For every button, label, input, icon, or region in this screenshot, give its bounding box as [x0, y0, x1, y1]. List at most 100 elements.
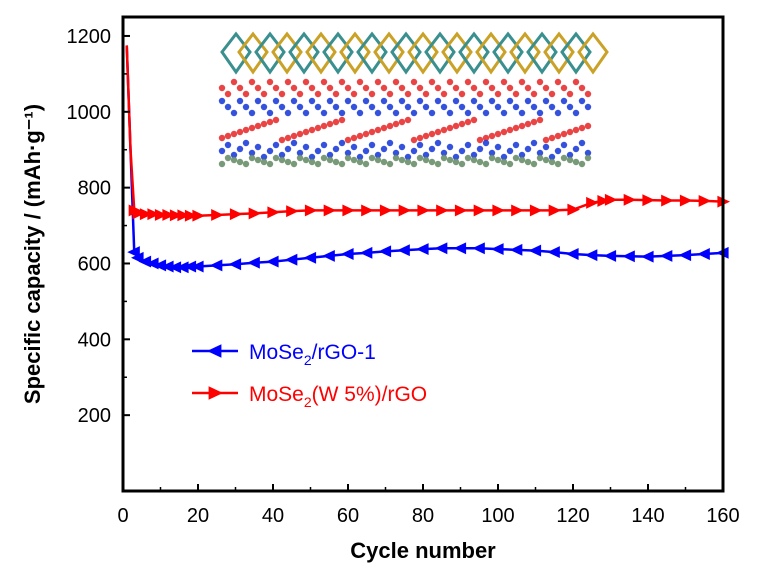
inset-atom — [344, 84, 352, 92]
data-point — [154, 208, 168, 221]
inset-atom — [572, 126, 580, 134]
inset-atom — [548, 158, 556, 166]
inset-atom — [464, 78, 472, 86]
inset-atom — [272, 97, 280, 105]
inset-atom — [248, 154, 256, 162]
data-point — [642, 194, 655, 207]
inset-atom — [518, 151, 526, 159]
inset-atom — [572, 109, 580, 117]
inset-atom — [272, 116, 280, 124]
data-point — [191, 260, 204, 273]
inset-atom — [422, 90, 430, 98]
inset-atom — [548, 103, 556, 111]
inset-atom — [290, 97, 298, 105]
inset-atom — [452, 158, 460, 166]
inset-atom — [320, 78, 328, 86]
inset-atom — [314, 160, 322, 168]
inset-atom — [518, 109, 526, 117]
inset-atom — [566, 103, 574, 111]
data-point — [492, 204, 505, 217]
inset-atom — [440, 90, 448, 98]
inset-bond — [237, 31, 269, 75]
inset-atom — [548, 134, 556, 142]
inset-atom — [392, 149, 400, 157]
data-point — [698, 194, 712, 207]
inset-atom — [374, 78, 382, 86]
inset-atom — [356, 78, 364, 86]
inset-atom — [290, 84, 298, 92]
inset-atom — [416, 97, 424, 105]
inset-atom — [218, 134, 226, 142]
inset-atom — [266, 160, 274, 168]
data-point — [286, 205, 299, 218]
data-point — [138, 255, 152, 268]
inset-atom — [452, 153, 460, 161]
inset-atom — [482, 160, 490, 168]
data-point — [162, 208, 175, 221]
inset-bond — [390, 31, 422, 75]
inset-atom — [344, 154, 352, 162]
inset-atom — [524, 97, 532, 105]
inset-atom — [290, 160, 298, 168]
inset-atom — [554, 78, 562, 86]
inset-atom — [332, 118, 340, 126]
data-point — [661, 194, 674, 207]
inset-atom — [548, 153, 556, 161]
inset-atom — [560, 130, 568, 138]
series-1 — [125, 45, 729, 274]
inset-atom — [302, 143, 310, 151]
inset-atom — [374, 156, 382, 164]
legend-marker — [207, 344, 222, 358]
inset-atom — [416, 141, 424, 149]
inset-bond — [543, 31, 575, 75]
inset-atom — [512, 90, 520, 98]
inset-atom — [278, 90, 286, 98]
inset-atom — [272, 84, 280, 92]
inset-atom — [584, 103, 592, 111]
inset-atom — [512, 154, 520, 162]
data-point — [548, 204, 562, 217]
data-point — [491, 243, 504, 256]
inset-bond — [509, 31, 541, 75]
legend-label: MoSe2/rGO-1 — [249, 341, 376, 368]
inset-atom — [284, 134, 292, 142]
inset-atom — [506, 160, 514, 168]
inset-atom — [512, 103, 520, 111]
inset-atom — [494, 90, 502, 98]
inset-atom — [434, 160, 442, 168]
inset-atom — [536, 149, 544, 157]
inset-atom — [308, 97, 316, 105]
inset-atom — [356, 109, 364, 117]
inset-atom — [416, 84, 424, 92]
inset-atom — [422, 132, 430, 140]
inset-atom — [380, 145, 388, 153]
inset-atom — [578, 139, 586, 147]
inset-atom — [542, 97, 550, 105]
data-point — [304, 204, 318, 217]
inset-atom — [578, 97, 586, 105]
data-point — [567, 203, 580, 216]
inset-atom — [566, 90, 574, 98]
data-point — [211, 208, 224, 221]
data-point — [248, 207, 262, 220]
legend-label-main: MoSe — [249, 341, 304, 364]
inset-atom — [542, 143, 550, 151]
data-point — [434, 242, 448, 255]
y-tick-label: 800 — [78, 178, 111, 200]
inset-atom — [506, 97, 514, 105]
data-point — [678, 249, 692, 262]
inset-atom — [506, 147, 514, 155]
inset-atom — [284, 158, 292, 166]
inset-atom — [224, 103, 232, 111]
inset-atom — [410, 147, 418, 155]
x-tick-label: 120 — [556, 505, 589, 527]
inset-atom — [314, 90, 322, 98]
data-point — [161, 260, 174, 273]
inset-atom — [560, 84, 568, 92]
inset-atom — [296, 103, 304, 111]
inset-atom — [284, 109, 292, 117]
inset-atom — [338, 78, 346, 86]
inset-atom — [380, 84, 388, 92]
inset-atom — [398, 97, 406, 105]
x-tick-label: 0 — [117, 505, 128, 527]
